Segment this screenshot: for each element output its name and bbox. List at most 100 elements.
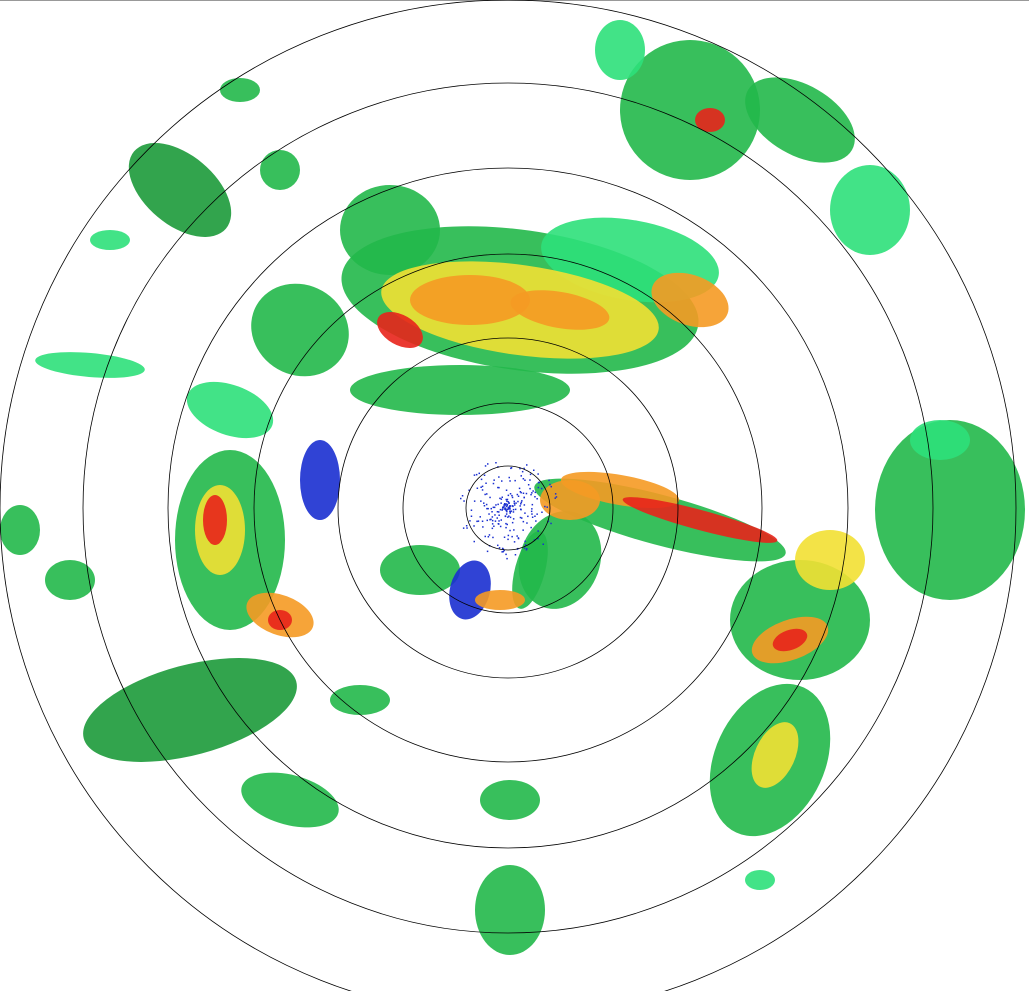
clutter-dot [486, 504, 488, 506]
clutter-dot [531, 508, 533, 510]
clutter-dot [506, 490, 508, 492]
echo-light-green [830, 165, 910, 255]
clutter-dot [528, 484, 530, 486]
clutter-dot [547, 506, 549, 508]
clutter-dot [484, 494, 486, 496]
clutter-dot [504, 537, 506, 539]
clutter-dot [524, 547, 526, 549]
clutter-dot [487, 463, 489, 465]
clutter-dot [549, 484, 551, 486]
clutter-dot [506, 506, 508, 508]
echo-light-green [179, 371, 281, 449]
clutter-dot [532, 517, 534, 519]
clutter-dot [500, 502, 502, 504]
clutter-dot [508, 501, 510, 503]
clutter-dot [509, 530, 511, 532]
clutter-dot [480, 500, 482, 502]
clutter-dot [482, 526, 484, 528]
clutter-dot [502, 507, 504, 509]
clutter-dot [512, 522, 514, 524]
clutter-dot [501, 509, 503, 511]
clutter-dot [508, 508, 510, 510]
clutter-dot [543, 544, 545, 546]
clutter-dot [510, 511, 512, 513]
clutter-dot [471, 510, 473, 512]
echo-orange [475, 590, 525, 610]
echo-green [330, 685, 390, 715]
clutter-dot [538, 487, 540, 489]
clutter-dot [492, 520, 494, 522]
clutter-dot [515, 509, 517, 511]
clutter-dot [513, 529, 515, 531]
clutter-dot [514, 501, 516, 503]
clutter-dot [485, 536, 487, 538]
clutter-dot [482, 489, 484, 491]
clutter-dot [505, 523, 507, 525]
clutter-dot [535, 520, 537, 522]
clutter-dot [550, 523, 552, 525]
clutter-dot [486, 493, 488, 495]
clutter-dot [493, 483, 495, 485]
clutter-dot [480, 487, 482, 489]
clutter-dot [520, 503, 522, 505]
clutter-dot [509, 480, 511, 482]
clutter-dot [494, 507, 496, 509]
clutter-dot [507, 524, 509, 526]
clutter-dot [513, 511, 515, 513]
echo-light-green [34, 348, 146, 381]
clutter-dot [534, 496, 536, 498]
clutter-dot [498, 515, 500, 517]
echo-yellow [795, 530, 865, 590]
clutter-dot [484, 505, 486, 507]
clutter-dot [480, 516, 482, 518]
clutter-dot [508, 515, 510, 517]
clutter-dot [498, 511, 500, 513]
echo-dark-green [72, 638, 308, 782]
clutter-dot [517, 494, 519, 496]
clutter-dot [520, 509, 522, 511]
clutter-dot [523, 521, 525, 523]
clutter-dot [466, 527, 468, 529]
clutter-dot [495, 462, 497, 464]
clutter-dot [508, 495, 510, 497]
clutter-dot [476, 474, 478, 476]
clutter-dot [488, 536, 490, 538]
echo-light-green [745, 870, 775, 890]
clutter-dot [508, 535, 510, 537]
echo-green [220, 78, 260, 102]
clutter-dot [491, 508, 493, 510]
clutter-dot [537, 530, 539, 532]
echo-green [260, 150, 300, 190]
clutter-dot [501, 480, 503, 482]
clutter-dot [518, 496, 520, 498]
clutter-dot [487, 508, 489, 510]
clutter-dot [519, 488, 521, 490]
clutter-dot [462, 495, 464, 497]
clutter-dot [524, 480, 526, 482]
clutter-dot [513, 518, 515, 520]
clutter-dot [530, 474, 532, 476]
clutter-dot [514, 504, 516, 506]
clutter-dot [509, 477, 511, 479]
clutter-dot [519, 505, 521, 507]
clutter-dot [521, 475, 523, 477]
clutter-dot [505, 527, 507, 529]
clutter-dot [532, 504, 534, 506]
clutter-dot [510, 468, 512, 470]
clutter-dot [501, 498, 503, 500]
clutter-dot [536, 513, 538, 515]
clutter-dot [503, 505, 505, 507]
clutter-dot [512, 497, 514, 499]
clutter-dot [494, 514, 496, 516]
clutter-dot [479, 473, 481, 475]
clutter-dot [484, 475, 486, 477]
clutter-dot [488, 513, 490, 515]
clutter-dot [493, 479, 495, 481]
clutter-dot [541, 488, 543, 490]
clutter-dot [515, 502, 517, 504]
clutter-dot [492, 537, 494, 539]
clutter-dot [548, 480, 550, 482]
clutter-dot [499, 547, 501, 549]
clutter-dot [498, 476, 500, 478]
clutter-dot [460, 498, 462, 500]
